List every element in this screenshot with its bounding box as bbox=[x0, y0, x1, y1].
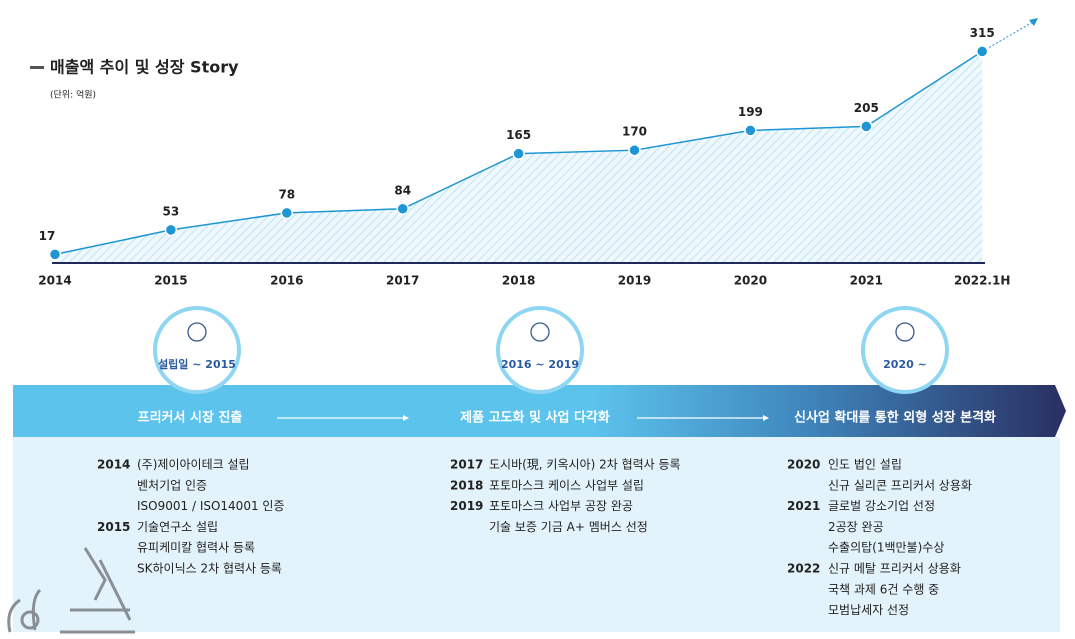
chart-subtitle: (단위: 억원) bbox=[50, 89, 96, 101]
event-item: 도시바(現, 키옥시아) 2차 협력사 등록 bbox=[489, 458, 681, 472]
data-label: 53 bbox=[163, 204, 180, 218]
event-item: 신규 메탈 프리커서 상용화 bbox=[828, 562, 961, 576]
event-item: 벤처기업 인증 bbox=[137, 478, 207, 492]
phase-title: 제품 고도화 및 사업 다각화 bbox=[460, 410, 610, 426]
trend-arrow-head bbox=[1029, 18, 1038, 26]
point bbox=[975, 45, 989, 58]
phase-circle bbox=[153, 306, 241, 394]
event-year: 2018 bbox=[450, 478, 483, 492]
event-year: 2022 bbox=[787, 562, 820, 576]
event-item: 신규 실리콘 프리커서 상용화 bbox=[828, 478, 972, 492]
event-item: 포토마스크 사업부 공장 완공 bbox=[489, 499, 633, 513]
event-item: (주)제이아이테크 설립 bbox=[137, 458, 250, 472]
x-tick-label: 2022.1H bbox=[954, 274, 1010, 288]
phase-title: 신사업 확대를 통한 외형 성장 본격화 bbox=[794, 410, 996, 426]
data-label: 84 bbox=[394, 183, 411, 197]
event-item: 인도 법인 설립 bbox=[828, 458, 902, 472]
data-label: 78 bbox=[278, 187, 295, 201]
event-year: 2017 bbox=[450, 458, 483, 472]
phase-period: 설립일 ~ 2015 bbox=[158, 357, 236, 371]
x-tick-label: 2015 bbox=[154, 274, 187, 288]
x-tick-label: 2019 bbox=[618, 274, 651, 288]
event-year: 2014 bbox=[97, 458, 130, 472]
point bbox=[628, 143, 641, 157]
chart-title: 매출액 추이 및 성장 Story bbox=[50, 58, 239, 77]
data-label: 17 bbox=[39, 229, 56, 243]
phase-icon bbox=[530, 322, 550, 342]
point bbox=[744, 124, 757, 137]
event-item: SK하이닉스 2차 협력사 등록 bbox=[137, 562, 282, 576]
event-year: 2021 bbox=[787, 499, 820, 513]
data-label: 165 bbox=[506, 128, 531, 142]
event-item: 2공장 완공 bbox=[828, 520, 884, 534]
trend-arrow bbox=[981, 21, 1034, 52]
phase-title: 프리커서 시장 진출 bbox=[138, 410, 243, 426]
events-panel bbox=[13, 437, 1060, 632]
x-tick-label: 2017 bbox=[386, 274, 419, 288]
band-arrows bbox=[277, 415, 769, 421]
data-label: 199 bbox=[738, 105, 763, 119]
data-label: 205 bbox=[854, 101, 879, 115]
event-item: 기술연구소 설립 bbox=[137, 520, 218, 534]
point bbox=[396, 202, 409, 216]
x-tick-label: 2014 bbox=[38, 274, 71, 288]
point bbox=[860, 120, 873, 133]
phase-period: 2016 ~ 2019 bbox=[501, 358, 579, 371]
point bbox=[164, 223, 178, 237]
phase-circle bbox=[496, 306, 584, 394]
data-label: 315 bbox=[970, 26, 995, 40]
event-item: 국책 과제 6건 수행 중 bbox=[828, 581, 939, 596]
phase-band bbox=[13, 385, 1066, 437]
phase-period: 2020 ~ bbox=[883, 358, 927, 371]
point bbox=[48, 248, 62, 261]
phase-icon bbox=[187, 322, 207, 342]
event-year: 2019 bbox=[450, 499, 483, 513]
point bbox=[512, 147, 525, 160]
x-tick-label: 2018 bbox=[502, 274, 535, 288]
event-item: 포토마스크 케이스 사업부 설립 bbox=[489, 478, 644, 492]
x-tick-label: 2020 bbox=[734, 274, 767, 288]
phase-circle bbox=[861, 306, 949, 394]
title-dash bbox=[30, 66, 44, 69]
chart: 17 2014 53 2015 78 2016 84 2017 165 2018 170 2019 19… bbox=[38, 18, 1038, 288]
event-item: 수출의탑(1백만불)수상 bbox=[828, 541, 944, 555]
event-year: 2020 bbox=[787, 458, 820, 472]
event-year: 2015 bbox=[97, 520, 130, 534]
timeline: 설립일 ~ 2015 프리커서 시장 진출 2014 (주)제이아이테크 설립벤처기업… bbox=[97, 306, 996, 617]
phase-icon bbox=[895, 322, 915, 342]
point bbox=[280, 206, 294, 220]
event-item: 유피케미칼 협력사 등록 bbox=[137, 541, 255, 555]
event-item: 글로벌 강소기업 선정 bbox=[828, 499, 935, 513]
event-item: 기술 보증 기금 A+ 멤버스 선정 bbox=[489, 520, 648, 534]
data-label: 170 bbox=[622, 125, 647, 139]
x-tick-label: 2021 bbox=[850, 274, 883, 288]
x-tick-label: 2016 bbox=[270, 274, 303, 288]
event-item: ISO9001 / ISO14001 인증 bbox=[137, 499, 284, 513]
microscope-decoration bbox=[7, 547, 135, 634]
event-item: 모범납세자 선정 bbox=[828, 603, 909, 617]
